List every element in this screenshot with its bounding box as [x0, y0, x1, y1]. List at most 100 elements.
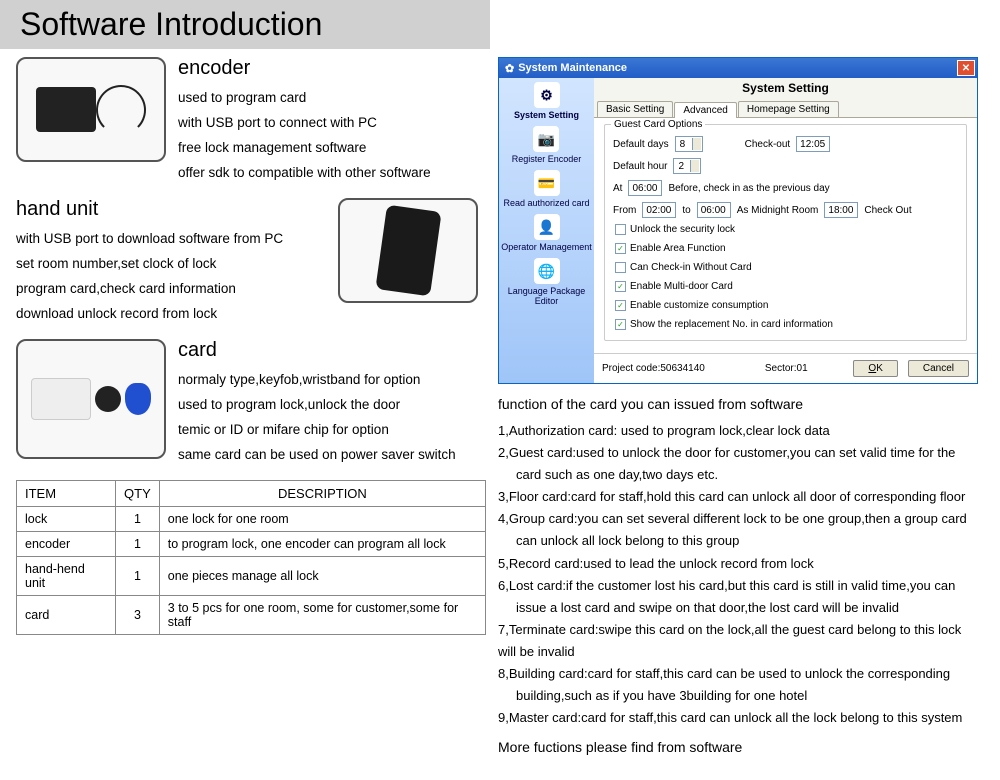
hand-line: with USB port to download software from …: [16, 227, 330, 252]
to-label: to: [682, 205, 690, 216]
sidebar-label: Language Package Editor: [501, 286, 592, 306]
checkbox-item[interactable]: ✓ Enable Area Function: [615, 243, 775, 254]
encoder-line: offer sdk to compatible with other softw…: [178, 161, 431, 186]
at-input[interactable]: 06:00: [628, 180, 662, 196]
checkout-input[interactable]: 12:05: [796, 136, 830, 152]
tabs-bar: Basic SettingAdvancedHomepage Setting: [594, 98, 977, 118]
checkbox-item[interactable]: ✓ Show the replacement No. in card inform…: [615, 319, 945, 330]
checkbox-item[interactable]: ✓ Enable Multi-door Card: [615, 281, 775, 292]
function-line: 4,Group card:you can set several differe…: [498, 508, 982, 530]
group-legend: Guest Card Options: [611, 119, 705, 130]
encoder-line: free lock management software: [178, 136, 431, 161]
checkbox-item[interactable]: ✓ Enable customize consumption: [615, 300, 775, 311]
hand-line: program card,check card information: [16, 277, 330, 302]
tab[interactable]: Homepage Setting: [738, 101, 839, 117]
checkbox-icon: ✓: [615, 243, 626, 254]
right-column: ✿ System Maintenance ✕ ⚙System Setting📷R…: [490, 57, 990, 755]
sidebar-item[interactable]: 📷Register Encoder: [512, 126, 582, 164]
cell-item: hand-hend unit: [17, 556, 116, 595]
sector-label: Sector:01: [765, 363, 808, 374]
sidebar-icon: ⚙: [534, 82, 560, 108]
function-line: building,such as if you have 3building f…: [516, 685, 982, 707]
cell-qty: 1: [116, 531, 160, 556]
cell-qty: 1: [116, 556, 160, 595]
sidebar-icon: 📷: [533, 126, 559, 152]
window-content: System Setting Basic SettingAdvancedHome…: [594, 78, 977, 383]
at-label: At: [613, 183, 622, 194]
checkbox-icon: ✓: [615, 300, 626, 311]
app-icon: ✿: [505, 62, 514, 75]
function-line: 5,Record card:used to lead the unlock re…: [498, 553, 982, 575]
sidebar-icon: 👤: [534, 214, 560, 240]
function-line: 8,Building card:card for staff,this card…: [498, 663, 982, 685]
advanced-panel: Guest Card Options Default days 8 Check-…: [594, 118, 977, 353]
window-titlebar: ✿ System Maintenance ✕: [499, 58, 977, 78]
function-line: 2,Guest card:used to unlock the door for…: [498, 442, 982, 464]
close-button[interactable]: ✕: [957, 60, 975, 76]
tab[interactable]: Advanced: [674, 102, 736, 118]
encoder-heading: encoder: [178, 57, 431, 80]
midnight-input[interactable]: 18:00: [824, 202, 858, 218]
cell-item: encoder: [17, 531, 116, 556]
default-hour-label: Default hour: [613, 161, 667, 172]
system-maintenance-window: ✿ System Maintenance ✕ ⚙System Setting📷R…: [498, 57, 978, 384]
tab[interactable]: Basic Setting: [597, 101, 673, 117]
checkbox-item[interactable]: Can Check-in Without Card: [615, 262, 775, 273]
to-input[interactable]: 06:00: [697, 202, 731, 218]
function-line: 7,Terminate card:swipe this card on the …: [498, 619, 982, 641]
from-label: From: [613, 205, 636, 216]
from-input[interactable]: 02:00: [642, 202, 676, 218]
cell-item: lock: [17, 506, 116, 531]
checkbox-icon: ✓: [615, 281, 626, 292]
sidebar-icon: 💳: [534, 170, 560, 196]
function-line: issue a lost card and swipe on that door…: [516, 597, 982, 619]
sidebar-item[interactable]: ⚙System Setting: [514, 82, 579, 120]
functions-heading: function of the card you can issued from…: [498, 396, 982, 412]
card-line: used to program lock,unlock the door: [178, 393, 456, 418]
window-sidebar: ⚙System Setting 📷Register Encoder 💳Read au…: [499, 78, 594, 383]
card-line: same card can be used on power saver swi…: [178, 443, 456, 468]
th-qty: QTY: [116, 480, 160, 506]
checkbox-label: Show the replacement No. in card informa…: [630, 319, 833, 330]
checkbox-label: Enable Area Function: [630, 243, 726, 254]
function-line: 9,Master card:card for staff,this card c…: [498, 707, 982, 729]
cell-item: card: [17, 595, 116, 634]
cell-desc: one lock for one room: [159, 506, 485, 531]
hand-line: set room number,set clock of lock: [16, 252, 330, 277]
page-title: Software Introduction: [0, 0, 490, 49]
th-desc: DESCRIPTION: [159, 480, 485, 506]
sidebar-item[interactable]: 🌐Language Package Editor: [501, 258, 592, 306]
checkbox-label: Enable customize consumption: [630, 300, 768, 311]
checkbox-label: Unlock the security lock: [630, 224, 735, 235]
table-row: lock1one lock for one room: [17, 506, 486, 531]
window-title: System Maintenance: [518, 62, 957, 74]
hand-unit-image: [338, 198, 478, 303]
checkbox-item[interactable]: Unlock the security lock: [615, 224, 775, 235]
cell-desc: to program lock, one encoder can program…: [159, 531, 485, 556]
ok-button[interactable]: OK: [853, 360, 897, 377]
cancel-button[interactable]: Cancel: [908, 360, 969, 377]
encoder-line: used to program card: [178, 86, 431, 111]
checkbox-label: Enable Multi-door Card: [630, 281, 733, 292]
card-line: normaly type,keyfob,wristband for option: [178, 368, 456, 393]
window-heading: System Setting: [594, 78, 977, 98]
function-line: 3,Floor card:card for staff,hold this ca…: [498, 486, 982, 508]
default-hour-input[interactable]: 2: [673, 158, 701, 174]
table-row: card33 to 5 pcs for one room, some for c…: [17, 595, 486, 634]
function-line: 1,Authorization card: used to program lo…: [498, 420, 982, 442]
card-section: card normaly type,keyfob,wristband for o…: [16, 339, 478, 468]
project-code-label: Project code:50634140: [602, 363, 705, 374]
checkbox-grid: Unlock the security lock ✓ Enable Area Fun…: [615, 224, 958, 334]
checkbox-label: Can Check-in Without Card: [630, 262, 752, 273]
th-item: ITEM: [17, 480, 116, 506]
sidebar-item[interactable]: 👤Operator Management: [501, 214, 592, 252]
checkout2-label: Check Out: [864, 205, 911, 216]
card-image: [16, 339, 166, 459]
function-line: can unlock all lock belong to this group: [516, 530, 982, 552]
default-days-input[interactable]: 8: [675, 136, 703, 152]
guest-card-group: Guest Card Options Default days 8 Check-…: [604, 124, 967, 341]
before-label: Before, check in as the previous day: [668, 183, 829, 194]
sidebar-item[interactable]: 💳Read authorized card: [503, 170, 589, 208]
function-line: will be invalid: [498, 641, 982, 663]
checkbox-icon: ✓: [615, 319, 626, 330]
